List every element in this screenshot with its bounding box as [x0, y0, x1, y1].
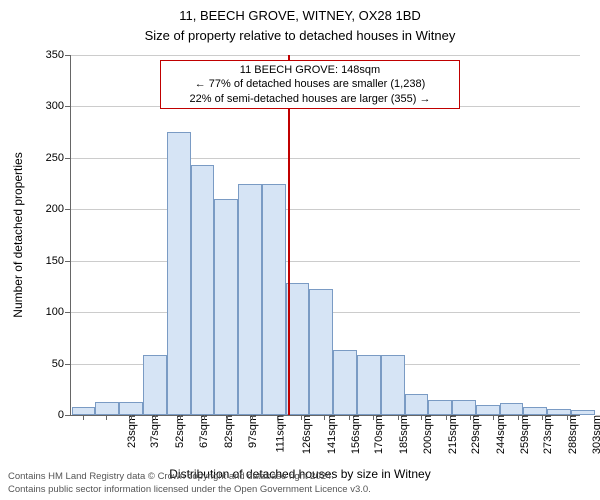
footer-line1: Contains HM Land Registry data © Crown c… — [8, 471, 371, 483]
xtick-mark — [493, 415, 494, 420]
xtick-label: 82sqm — [217, 415, 235, 448]
ytick-label: 50 — [52, 358, 70, 370]
histogram-bar — [452, 400, 476, 415]
xtick-label: 259sqm — [513, 415, 531, 454]
xtick-mark — [155, 415, 156, 420]
y-axis-line — [70, 55, 71, 415]
xtick-label: 67sqm — [192, 415, 210, 448]
xtick-label: 303sqm — [585, 415, 600, 454]
chart-title-address: 11, BEECH GROVE, WITNEY, OX28 1BD — [0, 8, 600, 23]
histogram-bar — [72, 407, 96, 415]
histogram-bar — [500, 403, 524, 415]
xtick-label: 185sqm — [392, 415, 410, 454]
xtick-label: 229sqm — [464, 415, 482, 454]
histogram-bar — [357, 355, 381, 415]
xtick-label: 141sqm — [320, 415, 338, 454]
xtick-mark — [567, 415, 568, 420]
xtick-label: 97sqm — [242, 415, 260, 448]
annotation-line1: 11 BEECH GROVE: 148sqm — [165, 63, 455, 77]
ytick-label: 150 — [46, 255, 70, 267]
ytick-label: 250 — [46, 152, 70, 164]
ytick-label: 350 — [46, 49, 70, 61]
xtick-label: 215sqm — [441, 415, 459, 454]
xtick-label: 200sqm — [417, 415, 435, 454]
xtick-label: 288sqm — [561, 415, 579, 454]
xtick-mark — [324, 415, 325, 420]
xtick-mark — [106, 415, 107, 420]
gridline — [70, 55, 580, 56]
ytick-label: 300 — [46, 100, 70, 112]
histogram-bar — [191, 165, 215, 415]
xtick-mark — [227, 415, 228, 420]
histogram-bar — [95, 402, 119, 415]
xtick-mark — [470, 415, 471, 420]
annotation-line2: ← 77% of detached houses are smaller (1,… — [165, 77, 455, 91]
xtick-label: 23sqm — [120, 415, 138, 448]
xtick-mark — [398, 415, 399, 420]
gridline — [70, 158, 580, 159]
xtick-mark — [277, 415, 278, 420]
footer-attribution: Contains HM Land Registry data © Crown c… — [8, 471, 371, 496]
histogram-bar — [119, 402, 143, 415]
histogram-bar — [143, 355, 167, 415]
histogram-bar — [428, 400, 452, 415]
xtick-label: 170sqm — [367, 415, 385, 454]
xtick-mark — [373, 415, 374, 420]
gridline — [70, 209, 580, 210]
xtick-label: 126sqm — [295, 415, 313, 454]
xtick-mark — [131, 415, 132, 420]
xtick-label: 244sqm — [489, 415, 507, 454]
histogram-bar — [238, 184, 262, 415]
histogram-bar — [405, 394, 429, 415]
xtick-label: 37sqm — [143, 415, 161, 448]
gridline — [70, 261, 580, 262]
xtick-mark — [301, 415, 302, 420]
ytick-label: 0 — [58, 409, 70, 421]
xtick-mark — [83, 415, 84, 420]
xtick-mark — [446, 415, 447, 420]
xtick-label: 273sqm — [536, 415, 554, 454]
xtick-mark — [349, 415, 350, 420]
xtick-mark — [180, 415, 181, 420]
chart-subtitle: Size of property relative to detached ho… — [0, 28, 600, 43]
xtick-mark — [542, 415, 543, 420]
histogram-bar — [476, 405, 500, 415]
reference-line — [288, 55, 290, 415]
ytick-label: 100 — [46, 306, 70, 318]
footer-line2: Contains public sector information licen… — [8, 484, 371, 496]
annotation-box: 11 BEECH GROVE: 148sqm ← 77% of detached… — [160, 60, 460, 109]
annotation-line3: 22% of semi-detached houses are larger (… — [165, 92, 455, 106]
histogram-bar — [167, 132, 191, 415]
histogram-bar — [333, 350, 357, 415]
ytick-label: 200 — [46, 203, 70, 215]
property-size-histogram: 11, BEECH GROVE, WITNEY, OX28 1BD Size o… — [0, 0, 600, 500]
xtick-label: 52sqm — [168, 415, 186, 448]
y-axis-label: Number of detached properties — [11, 152, 25, 317]
xtick-label: 111sqm — [269, 415, 287, 453]
histogram-bar — [262, 184, 286, 415]
xtick-label: 156sqm — [344, 415, 362, 454]
histogram-bar — [381, 355, 405, 415]
xtick-mark — [252, 415, 253, 420]
plot-area: 05010015020025030035023sqm37sqm52sqm67sq… — [70, 55, 580, 415]
xtick-mark — [421, 415, 422, 420]
histogram-bar — [523, 407, 547, 415]
xtick-mark — [518, 415, 519, 420]
histogram-bar — [309, 289, 333, 416]
histogram-bar — [214, 199, 238, 415]
xtick-mark — [204, 415, 205, 420]
